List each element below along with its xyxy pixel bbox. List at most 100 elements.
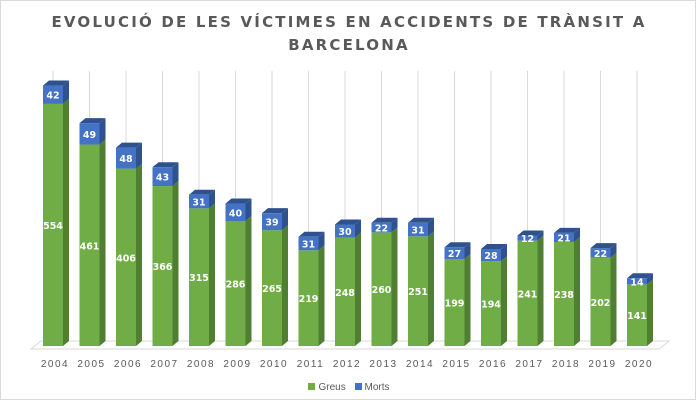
bar-greus [225, 221, 246, 346]
bar-side-morts [245, 198, 252, 222]
bar-morts [298, 236, 319, 251]
bar-side-morts [428, 217, 434, 237]
x-tick-label: 2019 [588, 359, 616, 370]
legend-item-morts: Morts [354, 382, 390, 393]
bar-top-morts [335, 219, 361, 225]
data-label-greus: 251 [408, 287, 428, 298]
bar-top-morts [517, 230, 544, 236]
data-label-morts: 49 [83, 130, 96, 141]
bar-morts [627, 278, 647, 285]
chart-title-line-1: EVOLUCIÓ DE LES VÍCTIMES EN ACCIDENTS DE… [51, 13, 647, 31]
x-tick-label: 2020 [625, 359, 653, 370]
bar-morts [408, 222, 428, 237]
bar-top-morts [408, 217, 434, 223]
bar-morts [444, 247, 465, 260]
bar-morts [335, 224, 355, 238]
bar-side-morts [464, 242, 471, 260]
bar-top-morts [152, 162, 179, 168]
bar-greus [79, 144, 100, 346]
bar-side-morts [501, 243, 507, 262]
bar-side-morts [136, 142, 142, 169]
bar-morts [590, 248, 611, 258]
x-tick-label: 2009 [223, 359, 251, 370]
bar-side-morts [355, 219, 361, 238]
bar-greus [627, 284, 647, 346]
bar-greus [408, 236, 428, 346]
data-label-greus: 260 [372, 285, 392, 296]
bar-top-morts [79, 118, 106, 124]
data-label-greus: 238 [554, 290, 574, 301]
chart-title-line-2: BARCELONA [288, 36, 410, 54]
bar-side-greus [537, 235, 544, 346]
bar-greus [262, 230, 282, 346]
x-tick-label: 2006 [114, 359, 142, 370]
bar-top-morts [43, 80, 69, 86]
data-label-morts: 48 [119, 154, 133, 165]
bar-side-morts [391, 217, 398, 233]
data-label-morts: 31 [411, 226, 424, 237]
bar-side-morts [610, 243, 617, 258]
x-tick-label: 2014 [406, 359, 434, 370]
data-label-morts: 43 [156, 173, 169, 184]
bar-greus [116, 168, 136, 346]
bar-morts [371, 222, 392, 233]
bar-greus [298, 250, 319, 346]
bar-greus [554, 241, 574, 346]
bar-side-morts [318, 231, 325, 251]
bar-side-greus [610, 252, 617, 346]
bar-side-greus [574, 236, 580, 346]
bar-side-morts [99, 118, 106, 145]
chart-floor [29, 340, 671, 350]
bar-side-morts [282, 208, 288, 231]
bar-top-morts [481, 243, 507, 249]
bar-side-greus [209, 203, 215, 346]
data-label-greus: 286 [226, 280, 246, 291]
legend-item-greus: Greus [308, 382, 346, 393]
data-label-morts: 22 [594, 249, 607, 260]
bar-greus [444, 259, 465, 346]
bar-side-greus [428, 231, 434, 346]
data-label-morts: 40 [229, 208, 243, 219]
data-label-morts: 22 [375, 224, 388, 235]
bar-top-morts [225, 198, 252, 204]
bar-side-morts [574, 227, 580, 242]
bar-morts [43, 85, 63, 104]
bar-side-greus [136, 163, 142, 346]
x-tick-label: 2016 [479, 359, 507, 370]
bar-side-morts [647, 273, 653, 285]
bar-side-greus [63, 98, 69, 346]
x-tick-label: 2013 [369, 359, 397, 370]
bar-top-morts [554, 227, 580, 233]
data-label-greus: 265 [262, 284, 282, 295]
bar-greus [590, 257, 611, 346]
x-tick-label: 2017 [515, 359, 543, 370]
data-label-morts: 14 [630, 277, 644, 288]
bar-greus [371, 232, 392, 346]
bar-top-morts [298, 231, 325, 237]
bar-morts [517, 235, 538, 241]
data-label-morts: 12 [521, 234, 534, 245]
bar-side-greus [245, 216, 252, 346]
bar-side-morts [63, 80, 69, 104]
bar-morts [225, 203, 246, 222]
bar-side-morts [172, 162, 179, 187]
legend-label-greus: Greus [318, 382, 346, 393]
bar-top-morts [116, 142, 142, 148]
bar-side-greus [99, 139, 106, 346]
x-tick-label: 2008 [187, 359, 215, 370]
x-tick-label: 2015 [442, 359, 470, 370]
bar-greus [481, 261, 501, 346]
x-tick-label: 2012 [333, 359, 361, 370]
data-label-morts: 27 [448, 249, 461, 260]
bar-side-greus [355, 232, 361, 346]
x-tick-label: 2004 [41, 359, 69, 370]
x-tick-label: 2007 [150, 359, 178, 370]
data-label-greus: 366 [153, 262, 173, 273]
legend-swatch-morts [354, 383, 362, 390]
data-label-morts: 31 [192, 198, 205, 209]
data-label-greus: 461 [80, 241, 100, 252]
bar-morts [554, 232, 574, 242]
x-tick-label: 2005 [77, 359, 105, 370]
bar-greus [517, 240, 538, 346]
